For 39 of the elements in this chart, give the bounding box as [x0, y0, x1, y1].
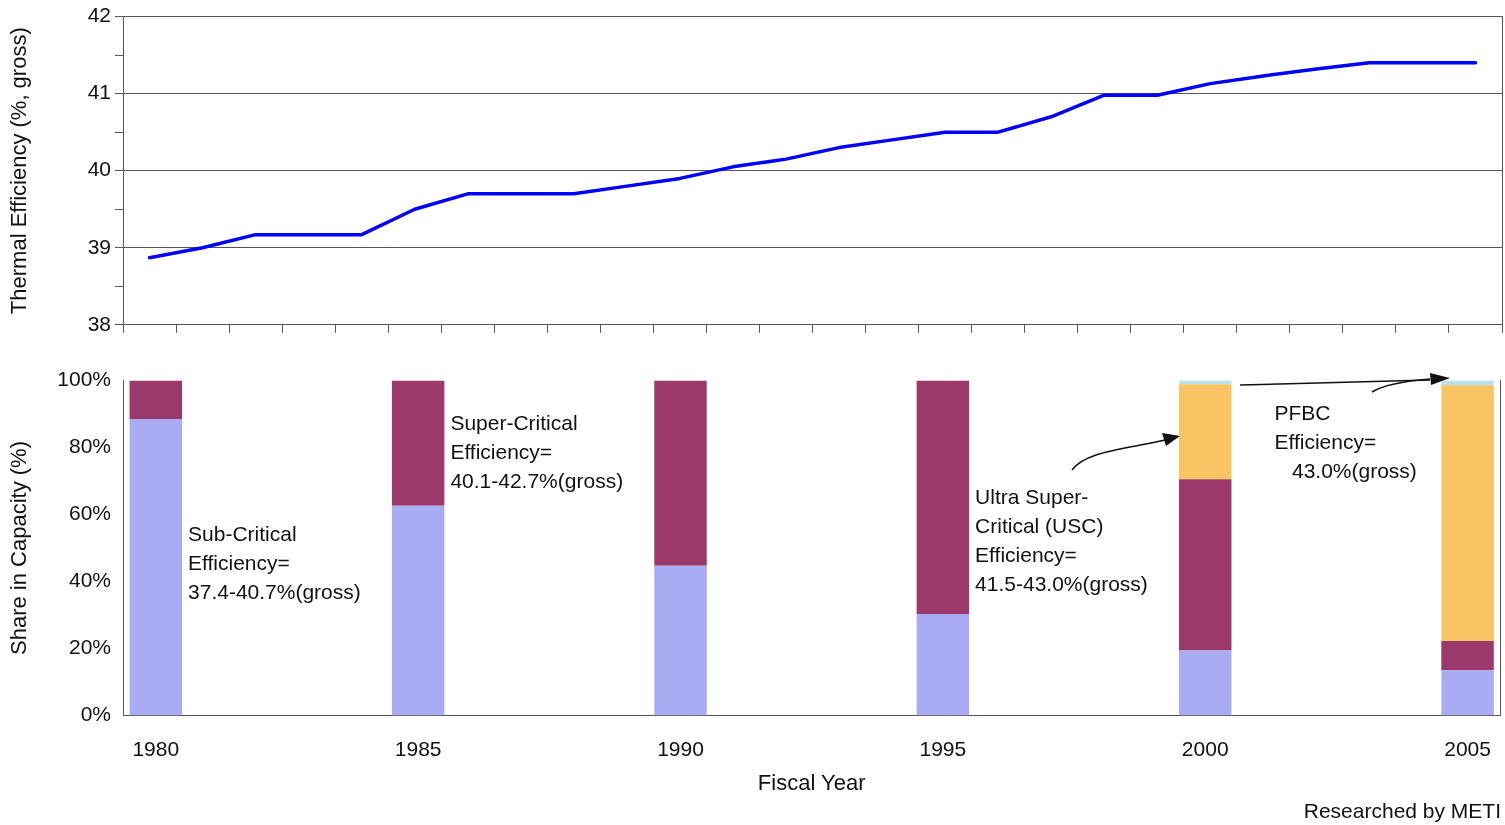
y-tick-label: 100%: [57, 367, 111, 391]
y-tick-label: 60%: [68, 501, 111, 525]
y-axis-title: Share in Capacity (%): [6, 441, 32, 655]
annotation: PFBC Efficiency= 43.0%(gross): [1274, 401, 1417, 483]
bar: [1441, 641, 1494, 671]
x-tick-label: 1980: [132, 736, 180, 760]
y-tick-label: 0%: [80, 702, 111, 726]
bar: [129, 380, 183, 420]
annotation: Sub-Critical Efficiency= 37.4-40.7%(gross): [188, 521, 361, 603]
bar: [1178, 479, 1232, 651]
bar: [1441, 385, 1494, 642]
bar: [391, 380, 445, 506]
x-tick-label: 2000: [1181, 736, 1229, 760]
x-tick-label: 2005: [1444, 736, 1491, 760]
annotation: Super-Critical Efficiency= 40.1-42.7%(gross): [450, 411, 624, 493]
x-axis-title: Fiscal Year: [757, 769, 866, 795]
y-tick-label: 20%: [68, 635, 111, 659]
y-tick-label: 39: [87, 234, 111, 258]
bar: [391, 505, 445, 716]
bar: [1178, 384, 1232, 480]
y-tick-label: 41: [87, 80, 111, 104]
bar: [654, 565, 707, 716]
x-tick-label: 1985: [394, 736, 442, 760]
y-tick-label: 40: [87, 157, 111, 181]
y-tick-label: 38: [87, 311, 111, 335]
x-tick-label: 1990: [657, 736, 704, 760]
bar: [1178, 650, 1232, 716]
text: Researched by METI: [1303, 799, 1501, 823]
bar: [1441, 670, 1494, 716]
bar: [654, 380, 707, 566]
y-axis-title: Thermal Efficiency (%, gross): [6, 27, 32, 315]
y-tick-label: 42: [87, 3, 111, 27]
y-tick-label: 80%: [68, 434, 111, 458]
bar: [129, 419, 183, 716]
x-tick-label: 1995: [919, 736, 967, 760]
annotation: Ultra Super- Critical (USC) Efficiency= 41.5-43.0%(gross): [975, 485, 1148, 596]
bar: [916, 380, 970, 614]
y-tick-label: 40%: [68, 568, 111, 592]
bar: [916, 613, 970, 716]
